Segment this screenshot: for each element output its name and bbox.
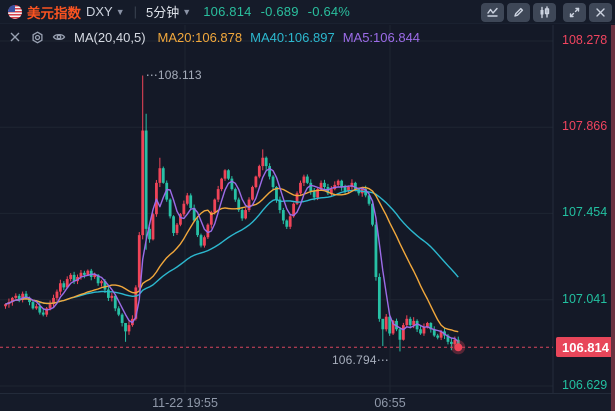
pencil-icon: [514, 7, 524, 17]
price-axis-label: 108.278: [562, 33, 608, 47]
price-change-pct: -0.64%: [307, 4, 351, 19]
us-flag-icon: [8, 4, 22, 19]
price-axis-label: 107.866: [562, 119, 608, 134]
chart-style-icon: [487, 7, 498, 17]
close-chart-button[interactable]: [589, 3, 612, 22]
indicator-visibility-button[interactable]: [52, 30, 66, 44]
chart-style-button[interactable]: [481, 3, 504, 22]
instrument-symbol[interactable]: DXY: [86, 4, 113, 19]
high-price-annotation: ⋯108.113: [145, 67, 202, 82]
close-icon: [10, 32, 20, 42]
price-axis[interactable]: 108.278 107.866 107.454 107.041 106.629 106.8…: [556, 25, 615, 393]
ma20-value: MA20:106.878: [157, 29, 243, 45]
gear-icon: [31, 30, 43, 44]
low-price-annotation: 106.794⋯: [331, 353, 389, 368]
chevron-down-icon[interactable]: ▼: [115, 6, 125, 17]
draw-button[interactable]: [507, 3, 530, 22]
chart-toolbar: [481, 3, 612, 22]
indicator-name: MA(20,40,5): [74, 29, 146, 45]
time-axis-label: 11-22 19:55: [152, 396, 218, 410]
timeframe-select[interactable]: 5分钟: [146, 5, 180, 20]
time-axis-label: 06:55: [374, 396, 406, 410]
close-icon: [596, 8, 605, 17]
last-price: 106.814: [203, 4, 252, 19]
quote-strip: 106.814 -0.689 -0.64%: [203, 4, 359, 19]
remove-indicator-button[interactable]: [8, 30, 22, 44]
chevron-down-icon[interactable]: ▼: [182, 6, 192, 17]
price-axis-label: 107.454: [562, 205, 608, 220]
eye-icon: [52, 33, 66, 41]
expand-icon: [569, 7, 580, 18]
instrument-name[interactable]: 美元指数: [27, 5, 81, 21]
price-axis-label: 106.629: [562, 377, 608, 392]
price-change: -0.689: [260, 4, 299, 19]
top-bar: 美元指数 DXY ▼ | 5分钟 ▼ 106.814 -0.689 -0.64%: [0, 0, 615, 24]
ma40-value: MA40:106.897: [250, 29, 335, 45]
candles-icon: [540, 6, 550, 19]
divider: |: [133, 4, 138, 19]
indicator-settings-button[interactable]: [30, 30, 44, 44]
fullscreen-button[interactable]: [563, 3, 586, 22]
indicator-candles-button[interactable]: [533, 3, 556, 22]
current-price-badge: 106.814: [556, 337, 615, 358]
current-price-dot: [454, 343, 463, 352]
price-axis-edge-strip: [611, 25, 615, 411]
ma5-value: MA5:106.844: [342, 29, 421, 45]
time-axis[interactable]: 11-22 19:55 06:55: [0, 393, 612, 411]
indicator-legend: MA(20,40,5) MA20:106.878 MA40:106.897 MA…: [8, 28, 420, 46]
price-axis-label: 107.041: [562, 291, 608, 306]
